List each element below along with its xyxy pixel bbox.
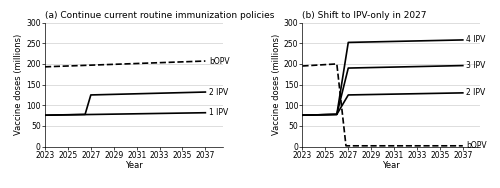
Y-axis label: Vaccine doses (millions): Vaccine doses (millions) xyxy=(272,34,281,135)
Text: (b) Shift to IPV-only in 2027: (b) Shift to IPV-only in 2027 xyxy=(302,11,427,20)
Text: 1 IPV: 1 IPV xyxy=(209,108,228,117)
Text: 2 IPV: 2 IPV xyxy=(209,88,228,97)
Text: (a) Continue current routine immunization policies: (a) Continue current routine immunizatio… xyxy=(45,11,274,20)
Text: 2 IPV: 2 IPV xyxy=(466,88,485,97)
Text: 4 IPV: 4 IPV xyxy=(466,35,485,44)
Text: 3 IPV: 3 IPV xyxy=(466,61,485,70)
X-axis label: Year: Year xyxy=(382,161,400,170)
Y-axis label: Vaccine doses (millions): Vaccine doses (millions) xyxy=(14,34,24,135)
Text: bOPV: bOPV xyxy=(466,141,487,150)
X-axis label: Year: Year xyxy=(125,161,142,170)
Text: bOPV: bOPV xyxy=(209,57,230,66)
